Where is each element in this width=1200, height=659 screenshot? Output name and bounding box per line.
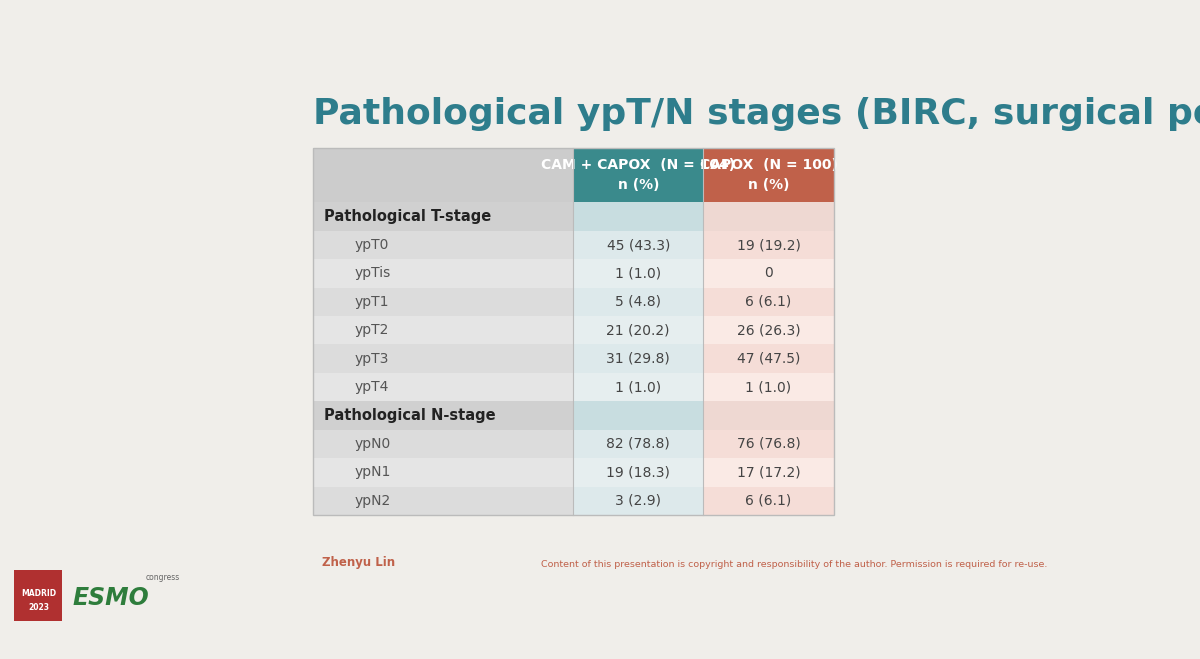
Bar (574, 202, 703, 231)
Bar (313, 287, 574, 316)
Text: 6 (6.1): 6 (6.1) (745, 295, 792, 309)
Bar (574, 231, 703, 259)
Text: ypN1: ypN1 (355, 465, 391, 479)
Text: MADRID: MADRID (20, 588, 56, 598)
Bar (574, 287, 703, 316)
Bar (574, 430, 703, 458)
Text: 21 (20.2): 21 (20.2) (606, 324, 670, 337)
Bar (703, 287, 834, 316)
Bar (703, 430, 834, 458)
Text: 2023: 2023 (28, 603, 49, 612)
Text: Pathological N-stage: Pathological N-stage (324, 408, 496, 423)
Bar (574, 316, 703, 345)
Bar (313, 316, 574, 345)
Bar (313, 148, 834, 515)
Text: Pathological T-stage: Pathological T-stage (324, 209, 491, 224)
Bar (313, 202, 574, 231)
Bar (574, 373, 703, 401)
Text: Zhenyu Lin: Zhenyu Lin (322, 556, 395, 569)
Text: 76 (76.8): 76 (76.8) (737, 437, 800, 451)
Text: CAM + CAPOX  (N = 104)
n (%): CAM + CAPOX (N = 104) n (%) (541, 158, 736, 192)
Text: ESMO: ESMO (72, 586, 149, 610)
Bar (313, 373, 574, 401)
Bar (313, 148, 574, 202)
Bar (574, 259, 703, 287)
Bar (313, 231, 574, 259)
Bar (574, 345, 703, 373)
Text: ypT3: ypT3 (355, 352, 389, 366)
Text: 19 (19.2): 19 (19.2) (737, 238, 800, 252)
Text: 17 (17.2): 17 (17.2) (737, 465, 800, 479)
Bar (703, 259, 834, 287)
Text: Pathological ypT/N stages (BIRC, surgical population): Pathological ypT/N stages (BIRC, surgica… (313, 97, 1200, 131)
Text: ypT1: ypT1 (355, 295, 389, 309)
Text: congress: congress (146, 573, 180, 582)
Text: ypT2: ypT2 (355, 324, 389, 337)
Bar (313, 259, 574, 287)
Bar (313, 458, 574, 486)
Text: Content of this presentation is copyright and responsibility of the author. Perm: Content of this presentation is copyrigh… (540, 559, 1046, 569)
Text: ypT0: ypT0 (355, 238, 389, 252)
Text: 47 (47.5): 47 (47.5) (737, 352, 800, 366)
Bar (703, 148, 834, 202)
Text: 5 (4.8): 5 (4.8) (616, 295, 661, 309)
Text: ypTis: ypTis (355, 266, 391, 281)
Text: ypN2: ypN2 (355, 494, 391, 507)
Text: ypT4: ypT4 (355, 380, 389, 394)
Bar (574, 401, 703, 430)
Bar (574, 486, 703, 515)
Bar (703, 486, 834, 515)
Bar (574, 148, 703, 202)
Text: 45 (43.3): 45 (43.3) (606, 238, 670, 252)
Text: 6 (6.1): 6 (6.1) (745, 494, 792, 507)
Bar (313, 345, 574, 373)
Text: ypN0: ypN0 (355, 437, 391, 451)
Text: 3 (2.9): 3 (2.9) (616, 494, 661, 507)
Bar (703, 231, 834, 259)
Bar (703, 316, 834, 345)
Bar (313, 430, 574, 458)
Text: 1 (1.0): 1 (1.0) (616, 380, 661, 394)
Bar (313, 486, 574, 515)
Bar (703, 345, 834, 373)
Text: CAPOX  (N = 100)
n (%): CAPOX (N = 100) n (%) (700, 158, 838, 192)
Text: 82 (78.8): 82 (78.8) (606, 437, 670, 451)
Text: 19 (18.3): 19 (18.3) (606, 465, 670, 479)
Bar (703, 458, 834, 486)
Bar (703, 401, 834, 430)
Bar (703, 373, 834, 401)
Bar (574, 458, 703, 486)
Bar (703, 202, 834, 231)
Bar (313, 401, 574, 430)
Text: 26 (26.3): 26 (26.3) (737, 324, 800, 337)
Text: 0: 0 (764, 266, 773, 281)
Text: 31 (29.8): 31 (29.8) (606, 352, 670, 366)
Text: 1 (1.0): 1 (1.0) (616, 266, 661, 281)
Text: 1 (1.0): 1 (1.0) (745, 380, 792, 394)
Bar (14, 570, 62, 621)
